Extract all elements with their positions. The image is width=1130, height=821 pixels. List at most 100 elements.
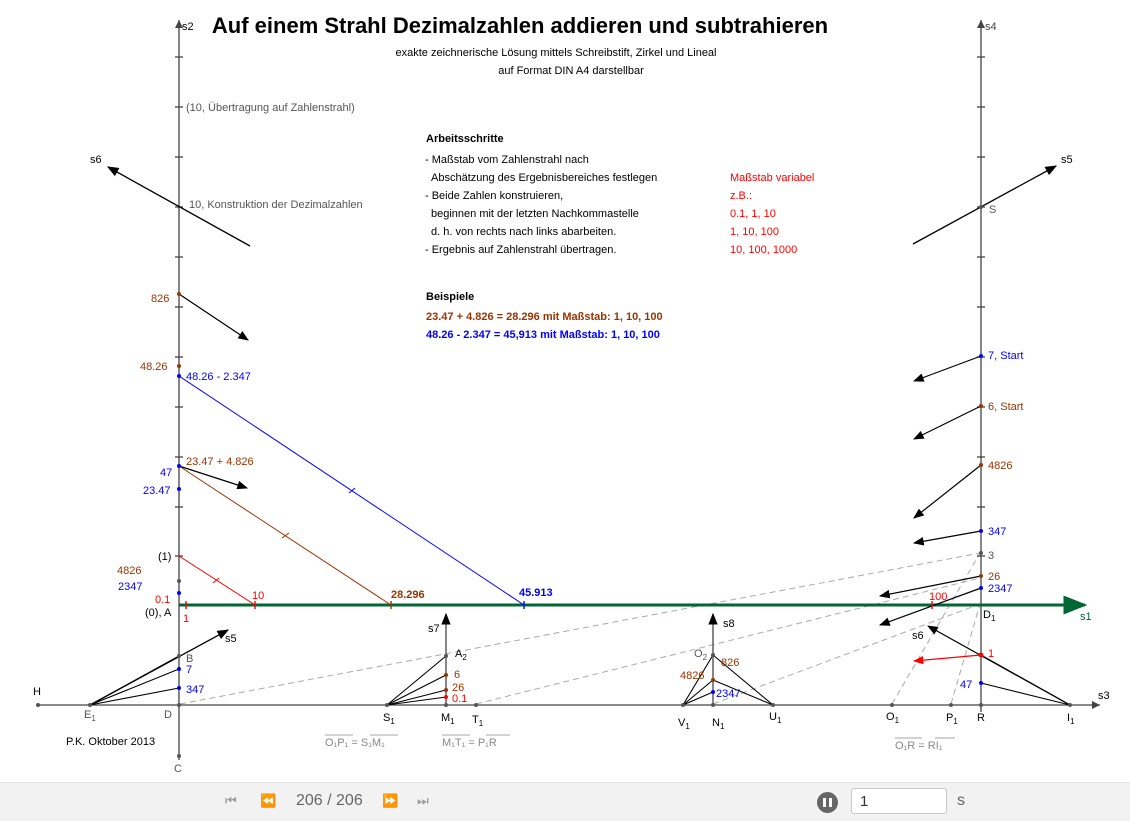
label-s2: s2 — [182, 21, 194, 33]
label-1: 1 — [183, 613, 189, 625]
result-difference: 45.913 — [519, 587, 553, 599]
label-23-47: 23.47 — [143, 485, 171, 497]
label-347-right: 347 — [988, 526, 1006, 538]
examples-heading: Beispiele — [426, 291, 474, 303]
scale-line: z.B.: — [730, 190, 752, 202]
label-O2: O2 — [694, 648, 708, 662]
points — [36, 205, 1072, 758]
construction-fans — [89, 654, 1071, 706]
label-47-right: 47 — [960, 679, 972, 691]
line-s6-left — [106, 166, 251, 247]
label-R: R — [977, 712, 985, 724]
label-4826: 4826 — [117, 565, 141, 577]
label-D: D — [164, 709, 172, 721]
step-line: - Maßstab vom Zahlenstrahl nach — [425, 154, 589, 166]
label-0-1: 0.1 — [155, 594, 170, 606]
label-10: 10 — [252, 590, 264, 602]
label-A2: A2 — [455, 648, 467, 662]
label-48-26: 48.26 — [140, 361, 168, 373]
last-step-button[interactable]: ⏭ — [417, 794, 429, 809]
label-O1: O1 — [886, 711, 900, 725]
label-I1: I1 — [1067, 712, 1075, 726]
label-one-paren: (1) — [158, 551, 171, 563]
label-s1: s1 — [1080, 611, 1092, 623]
credit: P.K. Oktober 2013 — [66, 736, 155, 748]
label-6: 6 — [454, 669, 460, 681]
example-difference: 48.26 - 2.347 = 45,913 mit Maßstab: 1, 1… — [426, 329, 660, 341]
pause-button[interactable] — [817, 792, 838, 813]
label-s5-right: s5 — [1061, 154, 1073, 166]
line-s5-right — [912, 165, 1058, 245]
diagram-subtitle: auf Format DIN A4 darstellbar — [498, 65, 644, 77]
label-2347-right: 2347 — [988, 583, 1012, 595]
label-E1: E1 — [84, 709, 96, 723]
label-6-start: 6, Start — [988, 401, 1023, 413]
label-26-right: 26 — [988, 571, 1000, 583]
label-47: 47 — [160, 467, 172, 479]
line-scale-construction — [178, 555, 256, 606]
speed-input[interactable] — [851, 788, 947, 814]
label-3: 3 — [988, 550, 994, 562]
step-line: Abschätzung des Ergebnisbereiches festle… — [431, 172, 657, 184]
helper-lines — [179, 552, 981, 705]
first-step-button[interactable]: ⏮ — [225, 794, 237, 809]
label-7-start: 7, Start — [988, 350, 1023, 362]
label-s6-left: s6 — [90, 154, 102, 166]
scale-line: Maßstab variabel — [730, 172, 814, 184]
line-red-right — [912, 654, 982, 665]
label-1-right: 1 — [988, 648, 994, 660]
label-2347: 2347 — [118, 581, 142, 593]
playback-bar: ⏮ ⏪ 206 / 206 ⏩ ⏭ s — [0, 782, 1130, 821]
step-line: d. h. von rechts nach links abarbeiten. — [431, 226, 616, 238]
label-M1: M1 — [441, 712, 455, 726]
label-zero-A: (0), A — [145, 607, 172, 619]
label-100: 100 — [929, 591, 947, 603]
label-26: 26 — [452, 682, 464, 694]
label-P1: P1 — [946, 712, 958, 726]
step-line: beginnen mit der letzten Nachkommastelle — [431, 208, 639, 220]
label-sum: 23.47 + 4.826 — [186, 456, 254, 468]
label-transfer: (10, Übertragung auf Zahlenstrahl) — [186, 102, 355, 114]
label-2347-mid: 2347 — [716, 688, 740, 700]
label-S1: S1 — [383, 712, 395, 726]
step-line: - Beide Zahlen konstruieren, — [425, 190, 563, 202]
formula-2: M₁T₁ = P₁R — [442, 737, 497, 749]
label-N1: N1 — [712, 717, 725, 731]
steps-heading: Arbeitsschritte — [426, 133, 504, 145]
label-826-mid: 826 — [721, 657, 739, 669]
scale-line: 0.1, 1, 10 — [730, 208, 776, 220]
example-sum: 23.47 + 4.826 = 28.296 mit Maßstab: 1, 1… — [426, 311, 663, 323]
step-counter: 206 / 206 — [296, 792, 363, 809]
label-0-1-mid: 0.1 — [452, 693, 467, 705]
label-s4: s4 — [985, 21, 997, 33]
label-s7: s7 — [428, 623, 440, 635]
next-step-button[interactable]: ⏩ — [382, 794, 399, 809]
label-4826-right: 4826 — [988, 460, 1012, 472]
label-T1: T1 — [472, 714, 484, 728]
label-B: B — [186, 653, 193, 665]
label-347: 347 — [186, 684, 204, 696]
label-s3: s3 — [1098, 690, 1110, 702]
step-line: - Ergebnis auf Zahlenstrahl übertragen. — [425, 244, 616, 256]
label-4826-mid: 4826 — [680, 670, 704, 682]
label-H: H — [33, 686, 41, 698]
formula-1: O₁P₁ = S₁M₁ — [325, 737, 385, 749]
label-S: S — [989, 204, 996, 216]
diagram-subtitle: exakte zeichnerische Lösung mittels Schr… — [396, 47, 717, 59]
label-C: C — [174, 763, 182, 775]
scale-line: 10, 100, 1000 — [730, 244, 797, 256]
label-U1: U1 — [769, 711, 782, 725]
label-construct: 10, Konstruktion der Dezimalzahlen — [189, 199, 363, 211]
label-7: 7 — [186, 664, 192, 676]
label-difference: 48.26 - 2.347 — [186, 371, 251, 383]
construction-canvas[interactable]: Auf einem Strahl Dezimalzahlen addieren … — [0, 0, 1130, 782]
scale-line: 1, 10, 100 — [730, 226, 779, 238]
label-s8: s8 — [723, 618, 735, 630]
label-D1: D1 — [983, 609, 996, 623]
previous-step-button[interactable]: ⏪ — [260, 794, 277, 809]
label-V1: V1 — [678, 717, 690, 731]
result-sum: 28.296 — [391, 589, 425, 601]
diagram-title: Auf einem Strahl Dezimalzahlen addieren … — [212, 13, 828, 38]
ray-ticks — [185, 601, 933, 609]
label-s5-left: s5 — [225, 633, 237, 645]
